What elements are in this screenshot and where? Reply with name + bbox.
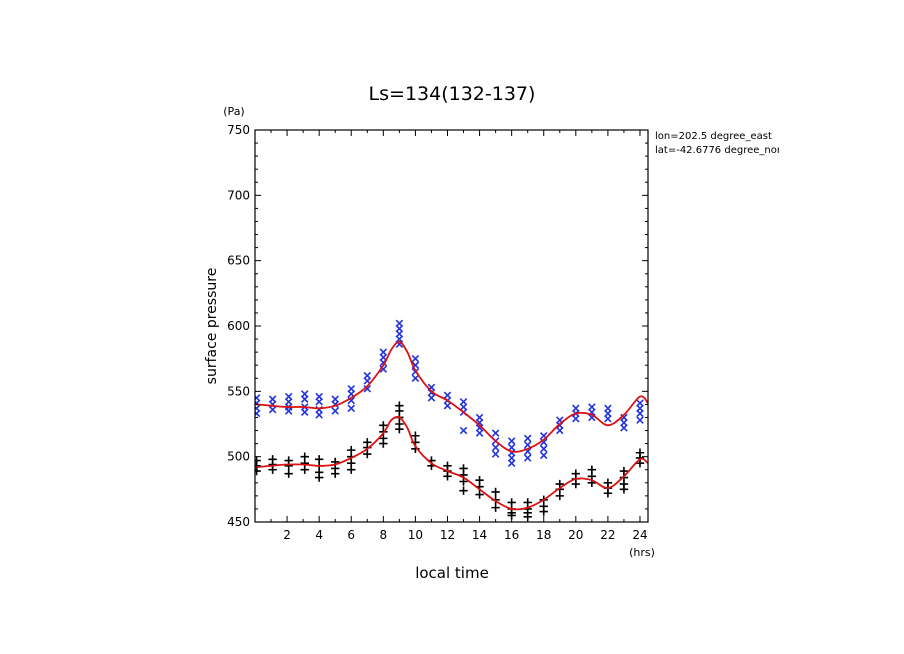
plus-marker-point <box>443 472 452 481</box>
x-marker-point <box>491 450 500 458</box>
plus-marker-point <box>571 479 581 489</box>
x-marker-point <box>331 407 339 415</box>
x-marker-point <box>539 438 548 447</box>
y-tick-label: 700 <box>227 188 250 202</box>
x-tick-label: 6 <box>347 528 355 542</box>
y-tick-label: 600 <box>227 319 250 333</box>
plus-marker-point <box>459 477 468 486</box>
plus-marker-point <box>619 485 629 494</box>
plus-marker-point <box>284 461 293 471</box>
chart-title: Ls=134(132-137) <box>369 83 536 105</box>
x-marker-point <box>507 459 516 467</box>
x-unit-label: (hrs) <box>629 546 655 559</box>
x-tick-label: 16 <box>504 528 519 542</box>
plus-marker-point <box>491 503 500 512</box>
plus-marker-point <box>635 459 645 468</box>
plus-marker-point <box>491 487 500 497</box>
x-tick-label: 18 <box>536 528 551 542</box>
fit-line <box>256 340 648 453</box>
y-tick-label: 550 <box>227 384 250 398</box>
x-marker-point <box>427 394 436 402</box>
plus-marker-point <box>459 486 468 495</box>
x-marker-point <box>636 409 644 418</box>
x-marker-point <box>300 408 309 417</box>
x-marker-point <box>411 374 420 383</box>
x-marker-point <box>604 415 612 423</box>
x-axis-label: local time <box>415 564 489 582</box>
x-marker-point <box>539 445 548 453</box>
x-marker-point <box>300 395 309 403</box>
y-tick-label: 450 <box>227 515 250 529</box>
x-tick-label: 22 <box>600 528 615 542</box>
lat-annotation: lat=-42.6776 degree_north <box>655 145 791 156</box>
y-tick-label: 500 <box>227 450 250 464</box>
x-tick-label: 20 <box>568 528 583 542</box>
x-marker-point <box>620 424 628 432</box>
x-tick-label: 8 <box>380 528 388 542</box>
x-marker-point <box>347 404 356 413</box>
x-marker-point <box>459 426 468 435</box>
y-tick-label: 750 <box>227 123 250 137</box>
x-marker-point <box>411 354 420 363</box>
plus-marker-point <box>363 449 372 459</box>
x-marker-point <box>363 384 372 393</box>
plus-marker-point <box>284 469 293 478</box>
x-marker-point <box>507 437 516 445</box>
plus-marker-point <box>331 469 340 478</box>
x-marker-point <box>255 409 261 418</box>
plus-marker-point <box>379 439 388 448</box>
x-marker-point <box>315 411 323 419</box>
x-marker-point <box>284 407 293 415</box>
x-marker-point <box>523 434 532 443</box>
x-marker-point <box>443 401 452 410</box>
x-marker-point <box>315 398 323 406</box>
x-marker-point <box>572 415 580 423</box>
x-marker-point <box>539 451 548 460</box>
x-tick-label: 4 <box>315 528 323 542</box>
x-marker-point <box>636 416 644 424</box>
lon-annotation: lon=202.5 degree_east <box>655 131 772 142</box>
plus-marker-point <box>539 507 548 516</box>
x-tick-label: 24 <box>632 528 647 542</box>
y-axis-label: surface pressure <box>204 268 220 385</box>
plus-marker-point <box>555 491 564 501</box>
x-tick-label: 2 <box>283 528 291 542</box>
x-tick-label: 10 <box>408 528 423 542</box>
y-tick-label: 650 <box>227 254 250 268</box>
plus-marker-point <box>255 466 261 476</box>
x-marker-point <box>268 405 277 414</box>
plus-marker-point <box>300 465 309 474</box>
x-marker-point <box>491 443 500 452</box>
x-marker-point <box>523 454 532 462</box>
y-unit-label: (Pa) <box>223 105 244 118</box>
plus-marker-point <box>603 489 613 498</box>
plus-marker-point <box>268 465 277 474</box>
plus-marker-point <box>475 490 484 499</box>
plus-marker-point <box>314 473 324 482</box>
fit-line <box>256 416 648 511</box>
x-tick-label: 14 <box>472 528 487 542</box>
x-marker-point <box>475 429 484 437</box>
x-tick-label: 12 <box>440 528 455 542</box>
plus-marker-point <box>395 425 404 434</box>
x-marker-point <box>491 429 500 437</box>
plus-marker-point <box>347 465 356 474</box>
x-marker-point <box>556 426 564 435</box>
